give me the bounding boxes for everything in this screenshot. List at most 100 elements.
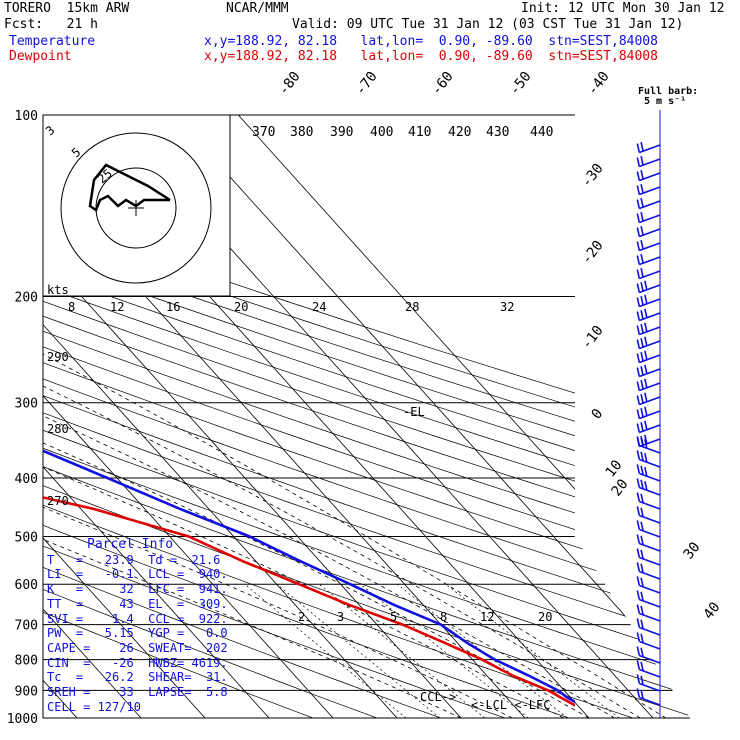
mixing-ratio-label: 5 [390,610,397,624]
mixing-ratio-line [360,583,529,718]
upper-mixing-label: 8 [68,300,75,314]
barb-flag [636,171,641,181]
theta-label: 410 [408,125,431,140]
barb-shaft [639,354,661,364]
temperature-label: -10 [579,323,607,353]
pressure-label: 400 [15,472,38,487]
parcel-info-row: K = 32 LFC = 941. [47,582,228,597]
isotherm [43,115,142,718]
wind-barb [636,183,661,196]
wind-barb [636,562,661,580]
barb-flag [636,381,641,391]
wind-barb [636,492,661,510]
barb-flag [636,674,641,684]
barb-flag [640,493,644,504]
wind-barb [636,392,661,406]
barb-flag [640,507,644,518]
barb-flag [636,520,641,530]
pressure-label: 1000 [7,712,38,727]
barb-flag [640,563,644,574]
barb-flag [636,492,641,502]
temperature-label: 10 [603,457,626,480]
barb-flag [640,605,644,616]
parcel-info-rows: T = 23.9 Td = 21.6 LI = -0.1 LCL = 940. K … [47,553,228,715]
barb-shaft [639,284,661,294]
wind-barb [636,632,661,650]
barb-shaft [639,214,661,224]
barb-flag [636,199,641,209]
theta-label: 270 [47,494,69,508]
hodograph-trace [88,163,171,212]
barb-flag [640,549,644,560]
theta-label: 440 [530,125,553,140]
barb-flag [636,227,641,237]
sounding-lines [43,449,575,707]
dry-adiabat [43,115,569,718]
moist-adiabat [43,220,462,718]
barb-flag [636,353,641,363]
barb-flag [636,618,641,628]
barb-flag [640,521,644,532]
barb-legend: Full barb: [638,86,698,97]
wind-barb [636,436,661,454]
dry-adiabat [43,115,690,718]
pressure-label: 700 [15,619,38,634]
theta-label: 430 [486,125,509,140]
barb-flag [640,309,644,320]
wind-barb [636,406,661,420]
barb-shaft [639,256,661,266]
wind-barb [636,141,661,154]
barb-flag [640,393,644,404]
barb-shaft [639,158,661,168]
wind-barb [636,197,661,210]
wind-barb [636,350,661,364]
temperature-label: 0 [589,406,607,422]
wind-barb [636,294,661,308]
barb-flag [644,350,648,360]
pressure-label: 300 [15,397,38,412]
wind-barb [636,155,661,168]
temperature-label: -80 [276,69,304,99]
barb-flag [644,364,648,374]
barb-flag [640,295,644,306]
dry-adiabat [43,115,690,718]
dewpoint-legend: Dewpoint [9,49,72,64]
wind-barb [636,674,661,692]
wind-barb [636,364,661,378]
ccl-annotation: CCL-> [420,690,456,704]
valid-time: Valid: 09 UTC Tue 31 Jan 12 (03 CST Tue … [292,17,684,32]
pressure-label: 500 [15,530,38,545]
barb-flag [636,660,641,670]
dry-adiabat [43,115,690,718]
barb-shaft [639,368,661,378]
parcel-info-row: TT = 43 EL = 309. [47,596,228,611]
barb-shaft [639,228,661,238]
barb-flag [636,688,641,698]
barb-flag [636,436,641,446]
theta-label: 400 [370,125,393,140]
barb-legend: 5 m s⁻¹ [644,96,686,107]
barb-flag [636,450,641,460]
wind-barb [636,478,661,496]
wind-barb [636,253,661,266]
isotherm [43,115,334,718]
moist-adiabat [43,220,513,718]
mixing-ratio-label: 20 [538,610,552,624]
barb-flag [636,478,641,488]
parcel-info-row: CIN = -26 HWBZ= 4619. [47,655,228,670]
dry-adiabat [43,115,690,718]
barb-flag [640,661,644,672]
dry-adiabat [43,115,690,718]
pressure-label: 100 [15,109,38,124]
hodograph [60,132,212,284]
barb-flag [636,367,641,377]
parcel-info-row: Tc = 26.2 SHEAR= 31. [47,670,228,685]
barb-flag [644,434,648,444]
barb-flag [644,453,648,463]
wind-barb [636,520,661,538]
barb-flag [640,633,644,644]
wind-barb [636,548,661,566]
barb-flag [640,267,644,278]
barb-flag [636,604,641,614]
